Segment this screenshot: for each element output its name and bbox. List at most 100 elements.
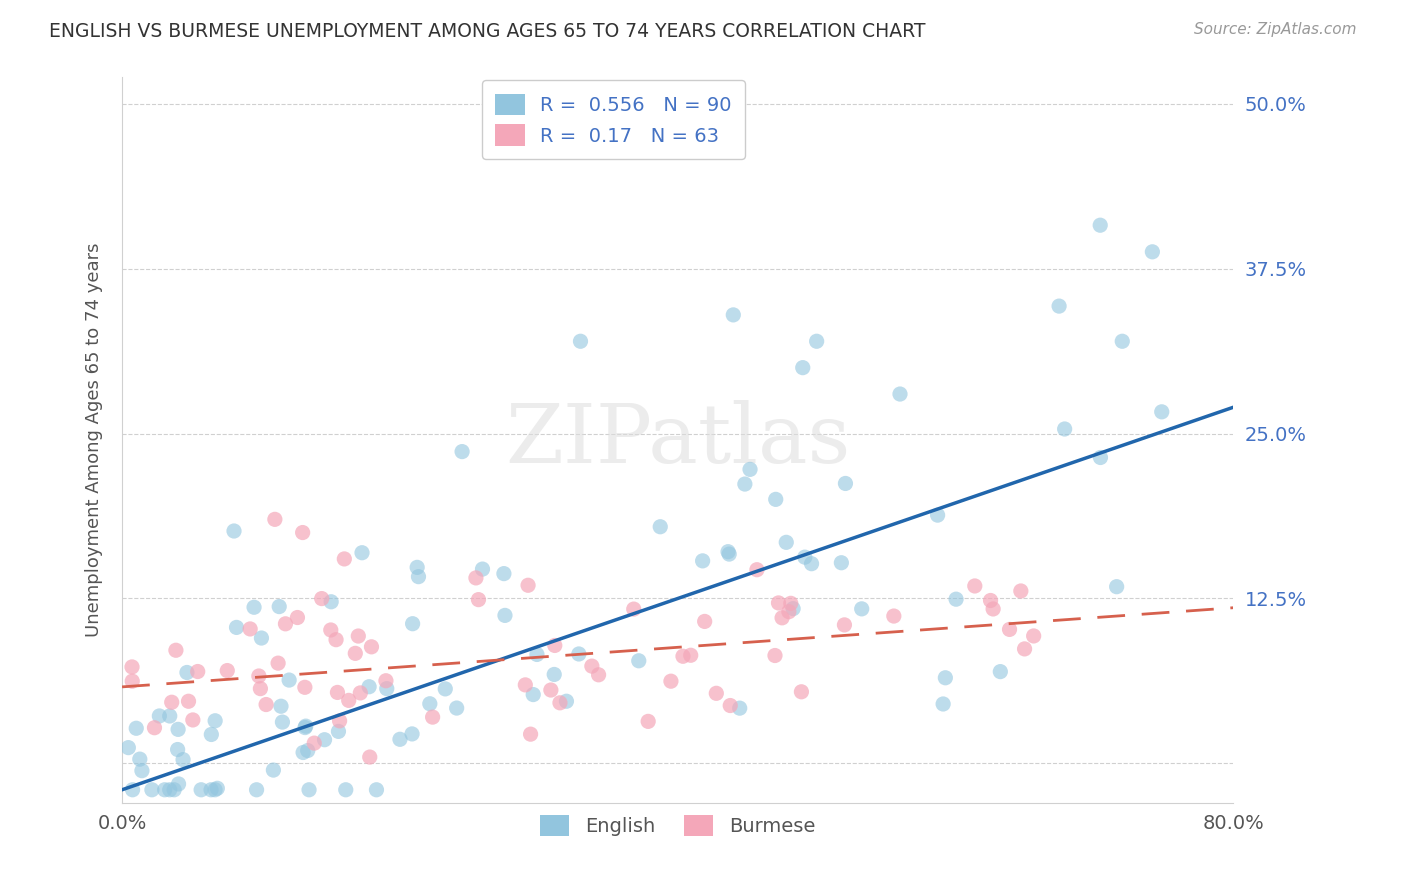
Point	[981, 602, 1004, 616]
Point	[347, 629, 370, 643]
Point	[375, 681, 398, 696]
Point	[692, 554, 714, 568]
Point	[274, 616, 297, 631]
Point	[167, 777, 190, 791]
Point	[167, 723, 190, 737]
Point	[526, 648, 548, 662]
Point	[883, 609, 905, 624]
Point	[247, 669, 270, 683]
Point	[349, 686, 371, 700]
Point	[1010, 584, 1032, 599]
Point	[1090, 450, 1112, 465]
Point	[945, 592, 967, 607]
Point	[278, 673, 301, 687]
Point	[718, 547, 741, 561]
Point	[401, 727, 423, 741]
Point	[250, 631, 273, 645]
Point	[446, 701, 468, 715]
Point	[292, 746, 315, 760]
Point	[121, 674, 143, 689]
Point	[718, 698, 741, 713]
Point	[125, 721, 148, 735]
Point	[181, 713, 204, 727]
Point	[806, 334, 828, 349]
Point	[555, 694, 578, 708]
Point	[270, 699, 292, 714]
Point	[1047, 299, 1070, 313]
Point	[239, 622, 262, 636]
Point	[834, 476, 856, 491]
Point	[294, 719, 316, 733]
Point	[243, 600, 266, 615]
Point	[782, 601, 804, 615]
Text: ENGLISH VS BURMESE UNEMPLOYMENT AMONG AGES 65 TO 74 YEARS CORRELATION CHART: ENGLISH VS BURMESE UNEMPLOYMENT AMONG AG…	[49, 22, 925, 41]
Point	[217, 664, 239, 678]
Point	[294, 681, 316, 695]
Point	[932, 697, 955, 711]
Point	[294, 721, 316, 735]
Point	[775, 535, 797, 549]
Point	[1105, 580, 1128, 594]
Point	[659, 674, 682, 689]
Point	[650, 520, 672, 534]
Point	[779, 596, 801, 610]
Point	[204, 782, 226, 797]
Point	[131, 764, 153, 778]
Point	[314, 732, 336, 747]
Point	[262, 763, 284, 777]
Point	[163, 782, 186, 797]
Point	[408, 569, 430, 583]
Point	[401, 616, 423, 631]
Point	[117, 740, 139, 755]
Point	[304, 736, 326, 750]
Point	[679, 648, 702, 663]
Point	[200, 727, 222, 741]
Point	[141, 782, 163, 797]
Point	[165, 643, 187, 657]
Point	[540, 683, 562, 698]
Point	[1014, 641, 1036, 656]
Point	[321, 595, 343, 609]
Y-axis label: Unemployment Among Ages 65 to 74 years: Unemployment Among Ages 65 to 74 years	[86, 243, 103, 638]
Point	[588, 667, 610, 681]
Point	[768, 596, 790, 610]
Point	[544, 639, 567, 653]
Point	[328, 724, 350, 739]
Point	[672, 649, 695, 664]
Point	[267, 656, 290, 670]
Point	[143, 721, 166, 735]
Point	[160, 695, 183, 709]
Point	[519, 727, 541, 741]
Point	[271, 715, 294, 730]
Point	[333, 552, 356, 566]
Point	[190, 782, 212, 797]
Point	[374, 673, 396, 688]
Point	[451, 444, 474, 458]
Point	[319, 623, 342, 637]
Point	[187, 665, 209, 679]
Point	[388, 732, 411, 747]
Point	[728, 701, 751, 715]
Point	[464, 571, 486, 585]
Point	[793, 550, 815, 565]
Point	[963, 579, 986, 593]
Point	[359, 750, 381, 764]
Point	[153, 782, 176, 797]
Point	[148, 709, 170, 723]
Point	[569, 334, 592, 349]
Point	[291, 525, 314, 540]
Point	[763, 648, 786, 663]
Point	[734, 477, 756, 491]
Point	[177, 694, 200, 708]
Point	[627, 654, 650, 668]
Point	[337, 693, 360, 707]
Text: ZIPatlas: ZIPatlas	[505, 401, 851, 480]
Point	[792, 360, 814, 375]
Point	[121, 782, 143, 797]
Point	[176, 665, 198, 680]
Point	[263, 512, 285, 526]
Point	[287, 610, 309, 624]
Point	[834, 618, 856, 632]
Point	[128, 752, 150, 766]
Point	[200, 782, 222, 797]
